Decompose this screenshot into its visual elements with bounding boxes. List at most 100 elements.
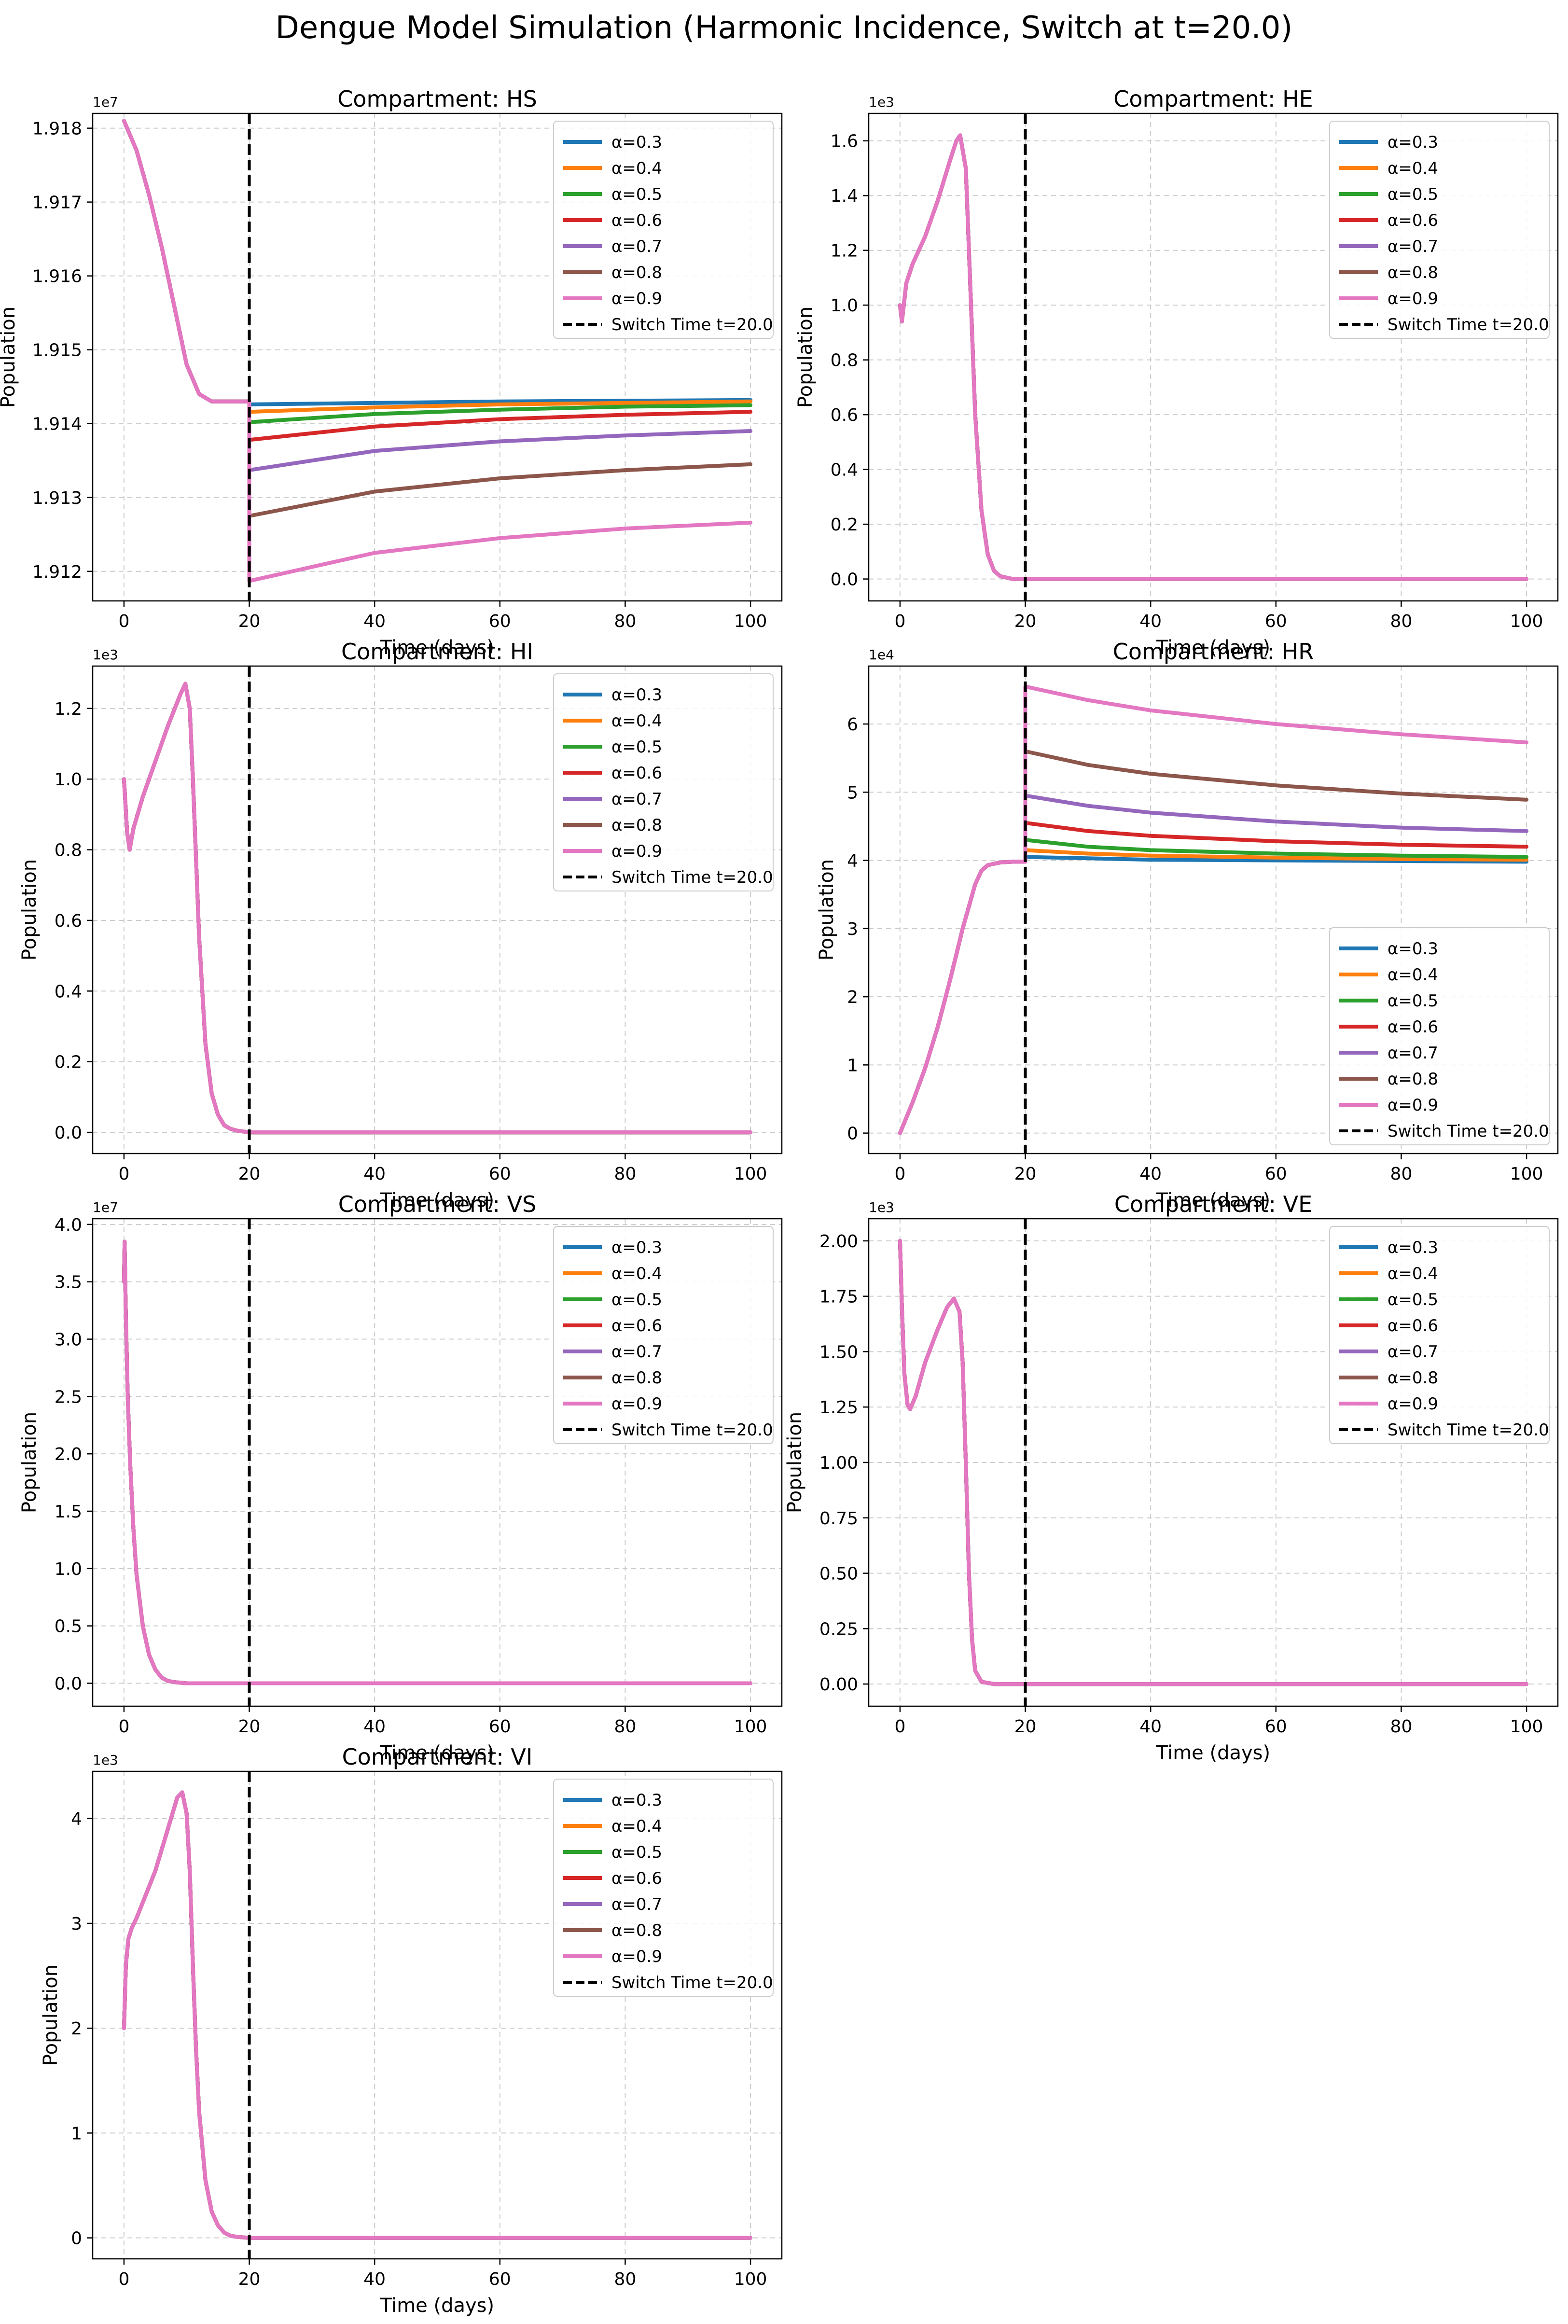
subplot-title: Compartment: VI [342,1744,533,1770]
subplot-title: Compartment: HS [337,86,537,112]
legend-box [1329,927,1550,1145]
subplot-hs: 0 20 40 60 80 100 1.912 1.913 1.914 1.915 1.916 1.9… [0,86,783,659]
y-tick-label: 4 [847,851,858,871]
x-tick-label: 40 [1139,612,1162,631]
y-tick-label: 0.2 [55,1053,82,1072]
y-tick-label: 1.915 [32,341,82,361]
x-tick-label: 60 [1265,1164,1287,1184]
legend-label: α=0.6 [611,1316,662,1336]
legend-label: α=0.7 [611,790,662,809]
x-tick-label: 100 [734,1164,767,1184]
y-tick-label: 1.6 [831,132,858,152]
y-tick-label: 1.913 [32,488,82,508]
y-tick-label: 1.0 [831,296,858,316]
x-tick-label: 20 [1014,1717,1037,1737]
legend-box [553,121,774,339]
y-tick-label: 1.2 [55,699,82,719]
y-tick-label: 0.6 [55,911,82,931]
series-line [898,1239,1529,1686]
legend-label: α=0.8 [1388,1368,1438,1388]
legend-label: α=0.4 [611,159,662,178]
y-tick-label: 1 [71,2124,82,2143]
legend-label: α=0.9 [611,1947,662,1966]
legend-label: α=0.9 [611,289,662,308]
y-tick-label: 1.0 [55,1559,82,1579]
y-tick-label: 1.25 [819,1398,858,1418]
subplot-vs: 0 20 40 60 80 100 0.0 0.5 1.0 1.5 2.0 2.5 3.0 3.5 4.0 1… [18,1191,783,1764]
y-tick-label: 1.4 [831,186,858,206]
y-tick-label: 0.00 [819,1675,858,1695]
x-tick-label: 80 [614,2269,637,2289]
y-tick-label: 4.0 [55,1215,82,1235]
x-axis-label: Time (days) [1156,1742,1270,1764]
figure-title: Dengue Model Simulation (Harmonic Incide… [275,10,1293,46]
legend-label: α=0.9 [611,1394,662,1414]
x-tick-label: 40 [363,612,386,631]
legend: α=0.3 α=0.4 α=0.5 α=0.6 α=0.7 α=0.8 α=0.9 Switc… [553,1779,774,1997]
x-tick-label: 20 [238,1717,261,1737]
x-tick-label: 40 [1139,1717,1162,1737]
legend-label: α=0.5 [1388,991,1438,1011]
x-axis-label: Time (days) [380,2295,494,2317]
y-tick-label: 1.5 [55,1502,82,1522]
axes-frame [92,112,783,602]
legend-label: α=0.9 [611,842,662,861]
x-tick-label: 100 [734,2269,767,2289]
x-tick-label: 60 [489,2269,511,2289]
x-tick-label: 60 [489,1164,511,1184]
plot-area [122,113,753,601]
y-tick-label: 1.914 [32,415,82,434]
legend-label: α=0.8 [1388,1070,1438,1089]
y-tick-label: 5 [847,783,858,803]
legend-label: α=0.5 [611,738,662,757]
plot-area [122,1219,753,1706]
x-tick-label: 20 [1014,1164,1037,1184]
y-tick-label: 0.75 [819,1509,858,1529]
x-axis-label: Time (days) [380,637,494,659]
x-tick-label: 60 [489,612,511,631]
legend-label: α=0.6 [611,1869,662,1888]
y-tick-label: 0 [71,2229,82,2249]
y-tick-label: 2.5 [55,1387,82,1407]
x-tick-label: 0 [118,1164,129,1184]
axes-frame [92,1218,783,1707]
legend-label: Switch Time t=20.0 [1388,315,1549,334]
x-tick-label: 60 [1265,612,1287,631]
y-axis-label: Population [0,306,19,408]
x-tick-label: 100 [734,612,767,631]
series-line [122,682,753,1135]
y-tick-label: 2 [847,988,858,1007]
x-tick-label: 80 [1390,1164,1413,1184]
plot-area [898,1219,1529,1706]
y-tick-label: 0.8 [55,841,82,861]
legend-label: Switch Time t=20.0 [611,868,773,887]
legend-box [1329,1226,1550,1444]
legend-label: α=0.4 [611,1817,662,1836]
legend-label: α=0.7 [1388,1342,1438,1362]
x-tick-label: 0 [118,2269,129,2289]
x-tick-label: 100 [1510,1164,1543,1184]
y-axis-label: Population [784,1412,806,1513]
legend-label: α=0.9 [1388,289,1438,308]
y-tick-label: 1.00 [819,1453,858,1473]
legend: α=0.3 α=0.4 α=0.5 α=0.6 α=0.7 α=0.8 α=0.9 Switc… [553,673,774,891]
legend-label: α=0.4 [1388,1264,1438,1283]
y-tick-label: 2 [71,2019,82,2039]
legend-label: α=0.6 [611,211,662,230]
subplot-title: Compartment: VS [338,1191,537,1217]
x-tick-label: 40 [363,2269,386,2289]
y-tick-label: 0.0 [831,570,858,590]
x-tick-label: 40 [1139,1164,1162,1184]
y-tick-label: 0.6 [831,405,858,425]
axis-offset-label: 1e3 [93,647,118,663]
y-tick-label: 0.8 [831,351,858,371]
y-axis-label: Population [794,306,817,408]
legend-label: α=0.4 [1388,159,1438,178]
legend-label: α=0.5 [611,185,662,204]
x-axis-label: Time (days) [380,1742,494,1764]
y-tick-label: 1 [847,1056,858,1075]
legend-label: Switch Time t=20.0 [611,1973,773,1992]
x-tick-label: 20 [1014,612,1037,631]
series-line [122,1790,753,2240]
